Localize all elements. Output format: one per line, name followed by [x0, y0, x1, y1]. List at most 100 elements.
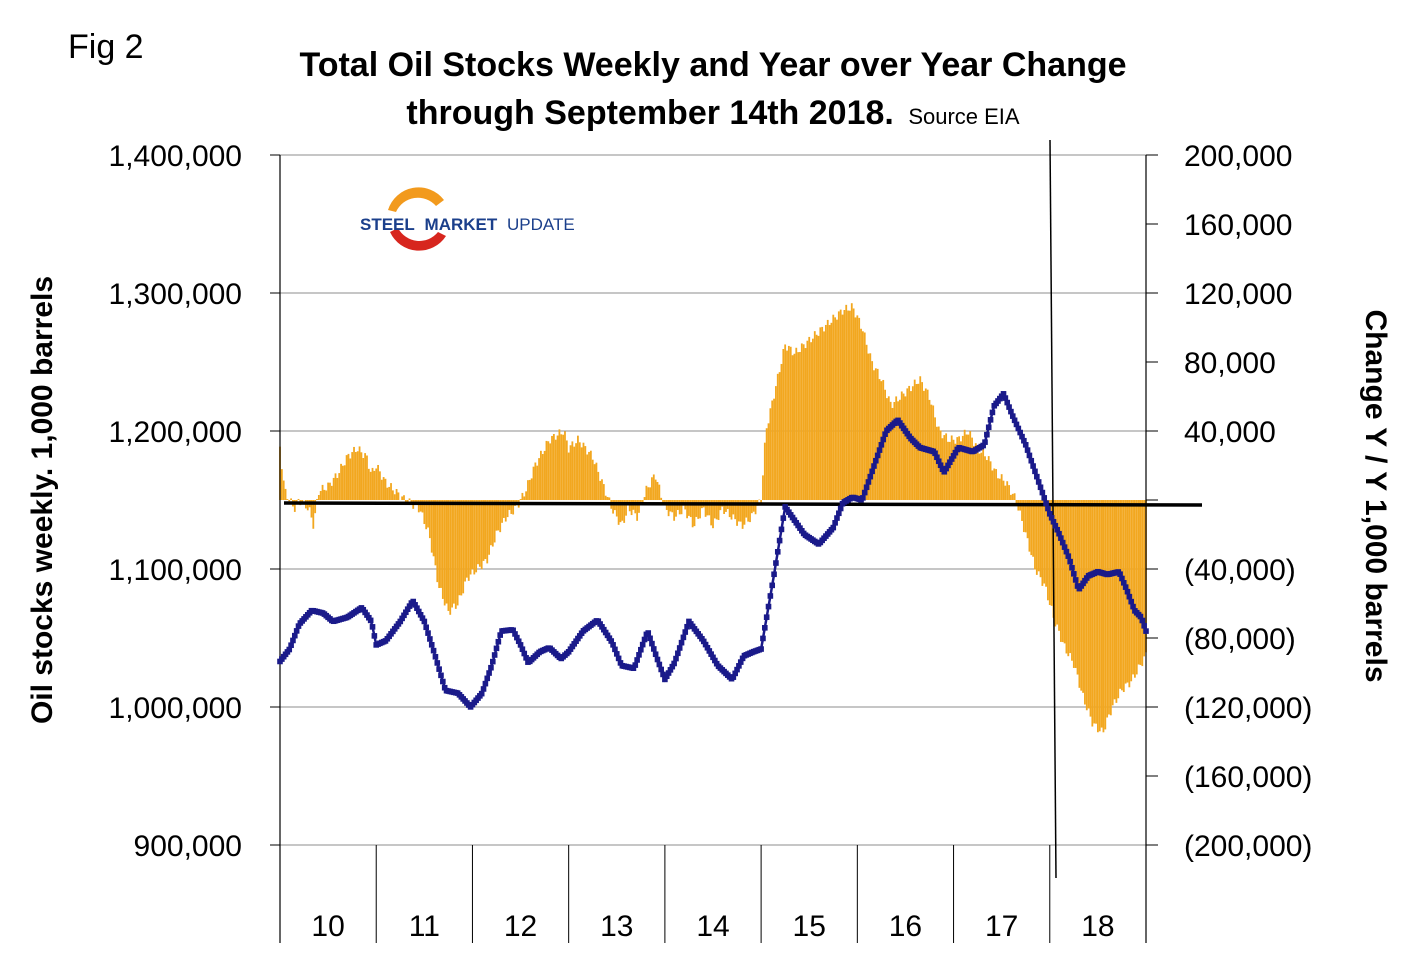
oil-stocks-point-68 [403, 609, 409, 616]
yoy-bar-255 [750, 500, 753, 514]
yoy-bar-83 [432, 500, 435, 557]
oil-stocks-point-461 [1130, 603, 1136, 610]
yoy-bar-288 [812, 338, 814, 500]
yoy-bar-35 [343, 465, 346, 500]
oil-stocks-point-400 [1017, 429, 1023, 436]
yoy-bar-199 [647, 487, 650, 500]
yoy-bar-337 [902, 393, 905, 500]
yoy-bar-440 [1093, 500, 1096, 724]
chart-title-line2-text: through September 14th 2018. [406, 94, 893, 132]
yoy-bar-164 [582, 442, 585, 500]
oil-stocks-point-268 [773, 560, 779, 566]
oil-stocks-point-233 [708, 651, 714, 657]
yoy-bar-309 [850, 303, 853, 500]
oil-stocks-point-210 [665, 670, 672, 676]
oil-stocks-point-175 [601, 626, 607, 633]
oil-stocks-point-216 [676, 645, 683, 651]
yoy-bar-224 [693, 500, 696, 527]
yoy-bar-86 [438, 500, 441, 589]
yoy-bar-140 [538, 458, 540, 500]
yoy-bar-336 [900, 391, 903, 500]
yoy-bar-6 [290, 498, 293, 500]
yoy-bar-456 [1122, 500, 1125, 693]
yoy-bar-70 [408, 498, 411, 500]
yoy-bar-292 [819, 327, 822, 500]
yoy-bar-451 [1113, 500, 1116, 700]
yoy-bar-203 [654, 479, 657, 500]
oil-stocks-point-422 [1058, 535, 1064, 541]
yoy-bar-281 [799, 351, 801, 500]
oil-stocks-point-195 [638, 646, 644, 653]
yoy-bar-162 [578, 442, 581, 500]
yoy-bar-368 [960, 441, 962, 500]
oil-stocks-point-126 [510, 627, 516, 634]
oil-stocks-point-173 [597, 621, 603, 627]
yoy-bar-415 [1047, 500, 1049, 601]
oil-stocks-point-127 [512, 631, 518, 637]
yoy-change-bars [279, 303, 1147, 733]
yoy-bar-435 [1084, 500, 1086, 705]
oil-stocks-point-399 [1015, 425, 1022, 432]
yoy-bar-373 [969, 431, 972, 500]
yoy-bar-165 [584, 446, 587, 500]
category-label-16: 16 [889, 910, 922, 943]
yoy-bar-265 [769, 408, 772, 500]
oil-stocks-point-234 [710, 654, 716, 661]
yoy-bar-76 [419, 500, 422, 512]
oil-stocks-point-85 [434, 660, 441, 666]
yoy-bar-449 [1109, 500, 1112, 716]
yoy-bar-257 [754, 500, 757, 515]
yoy-bar-377 [976, 445, 979, 500]
yoy-bar-56 [382, 477, 385, 500]
yoy-bar-178 [608, 497, 611, 500]
yoy-bar-176 [604, 495, 607, 500]
yoy-bar-393 [1006, 481, 1009, 500]
yoy-bar-286 [808, 336, 811, 500]
oil-stocks-point-364 [950, 453, 957, 459]
oil-stocks-point-179 [608, 638, 615, 644]
oil-stocks-point-88 [440, 678, 446, 685]
yoy-bar-448 [1108, 500, 1110, 715]
yoy-bar-198 [645, 485, 648, 500]
yoy-bar-180 [612, 500, 614, 514]
yoy-bar-397 [1013, 493, 1016, 500]
yoy-bar-105 [473, 500, 476, 575]
yoy-bar-137 [532, 466, 535, 500]
oil-stocks-point-361 [945, 462, 951, 469]
yoy-bar-338 [904, 396, 907, 500]
oil-stocks-point-405 [1026, 452, 1033, 459]
yoy-bar-138 [534, 462, 537, 500]
logo-swoosh-orange-icon [388, 187, 444, 212]
yoy-bar-278 [793, 353, 796, 500]
yoy-bar-223 [691, 500, 694, 528]
yoy-bar-48 [367, 468, 370, 500]
yoy-bar-240 [723, 500, 726, 514]
yoy-bar-89 [443, 500, 446, 606]
yoy-bar-9 [295, 500, 298, 502]
yoy-bar-349 [924, 388, 927, 500]
yoy-bar-382 [985, 460, 988, 500]
yoy-bar-340 [908, 385, 911, 500]
yoy-bar-81 [428, 500, 431, 539]
zero-line [283, 501, 1203, 507]
oil-stocks-point-119 [497, 632, 504, 638]
oil-stocks-point-316 [861, 489, 868, 496]
yoy-bar-75 [417, 500, 420, 513]
yoy-bar-151 [558, 429, 561, 500]
yoy-bar-62 [393, 494, 396, 500]
yoy-bar-247 [736, 500, 738, 526]
oil-stocks-point-267 [771, 571, 777, 578]
yoy-bar-33 [340, 463, 342, 500]
yoy-bar-5 [288, 500, 291, 502]
yoy-bar-324 [878, 379, 881, 500]
oil-stocks-point-261 [760, 635, 766, 642]
oil-stocks-point-317 [863, 484, 870, 491]
category-label-13: 13 [600, 910, 633, 943]
oil-stocks-point-322 [873, 457, 879, 464]
yoy-bar-272 [782, 349, 785, 500]
left-tick-label-3: 1,200,000 [109, 416, 242, 449]
yoy-bar-38 [349, 458, 352, 500]
yoy-bar-303 [839, 309, 842, 500]
yoy-bar-306 [845, 304, 848, 500]
yoy-bar-314 [860, 328, 862, 500]
